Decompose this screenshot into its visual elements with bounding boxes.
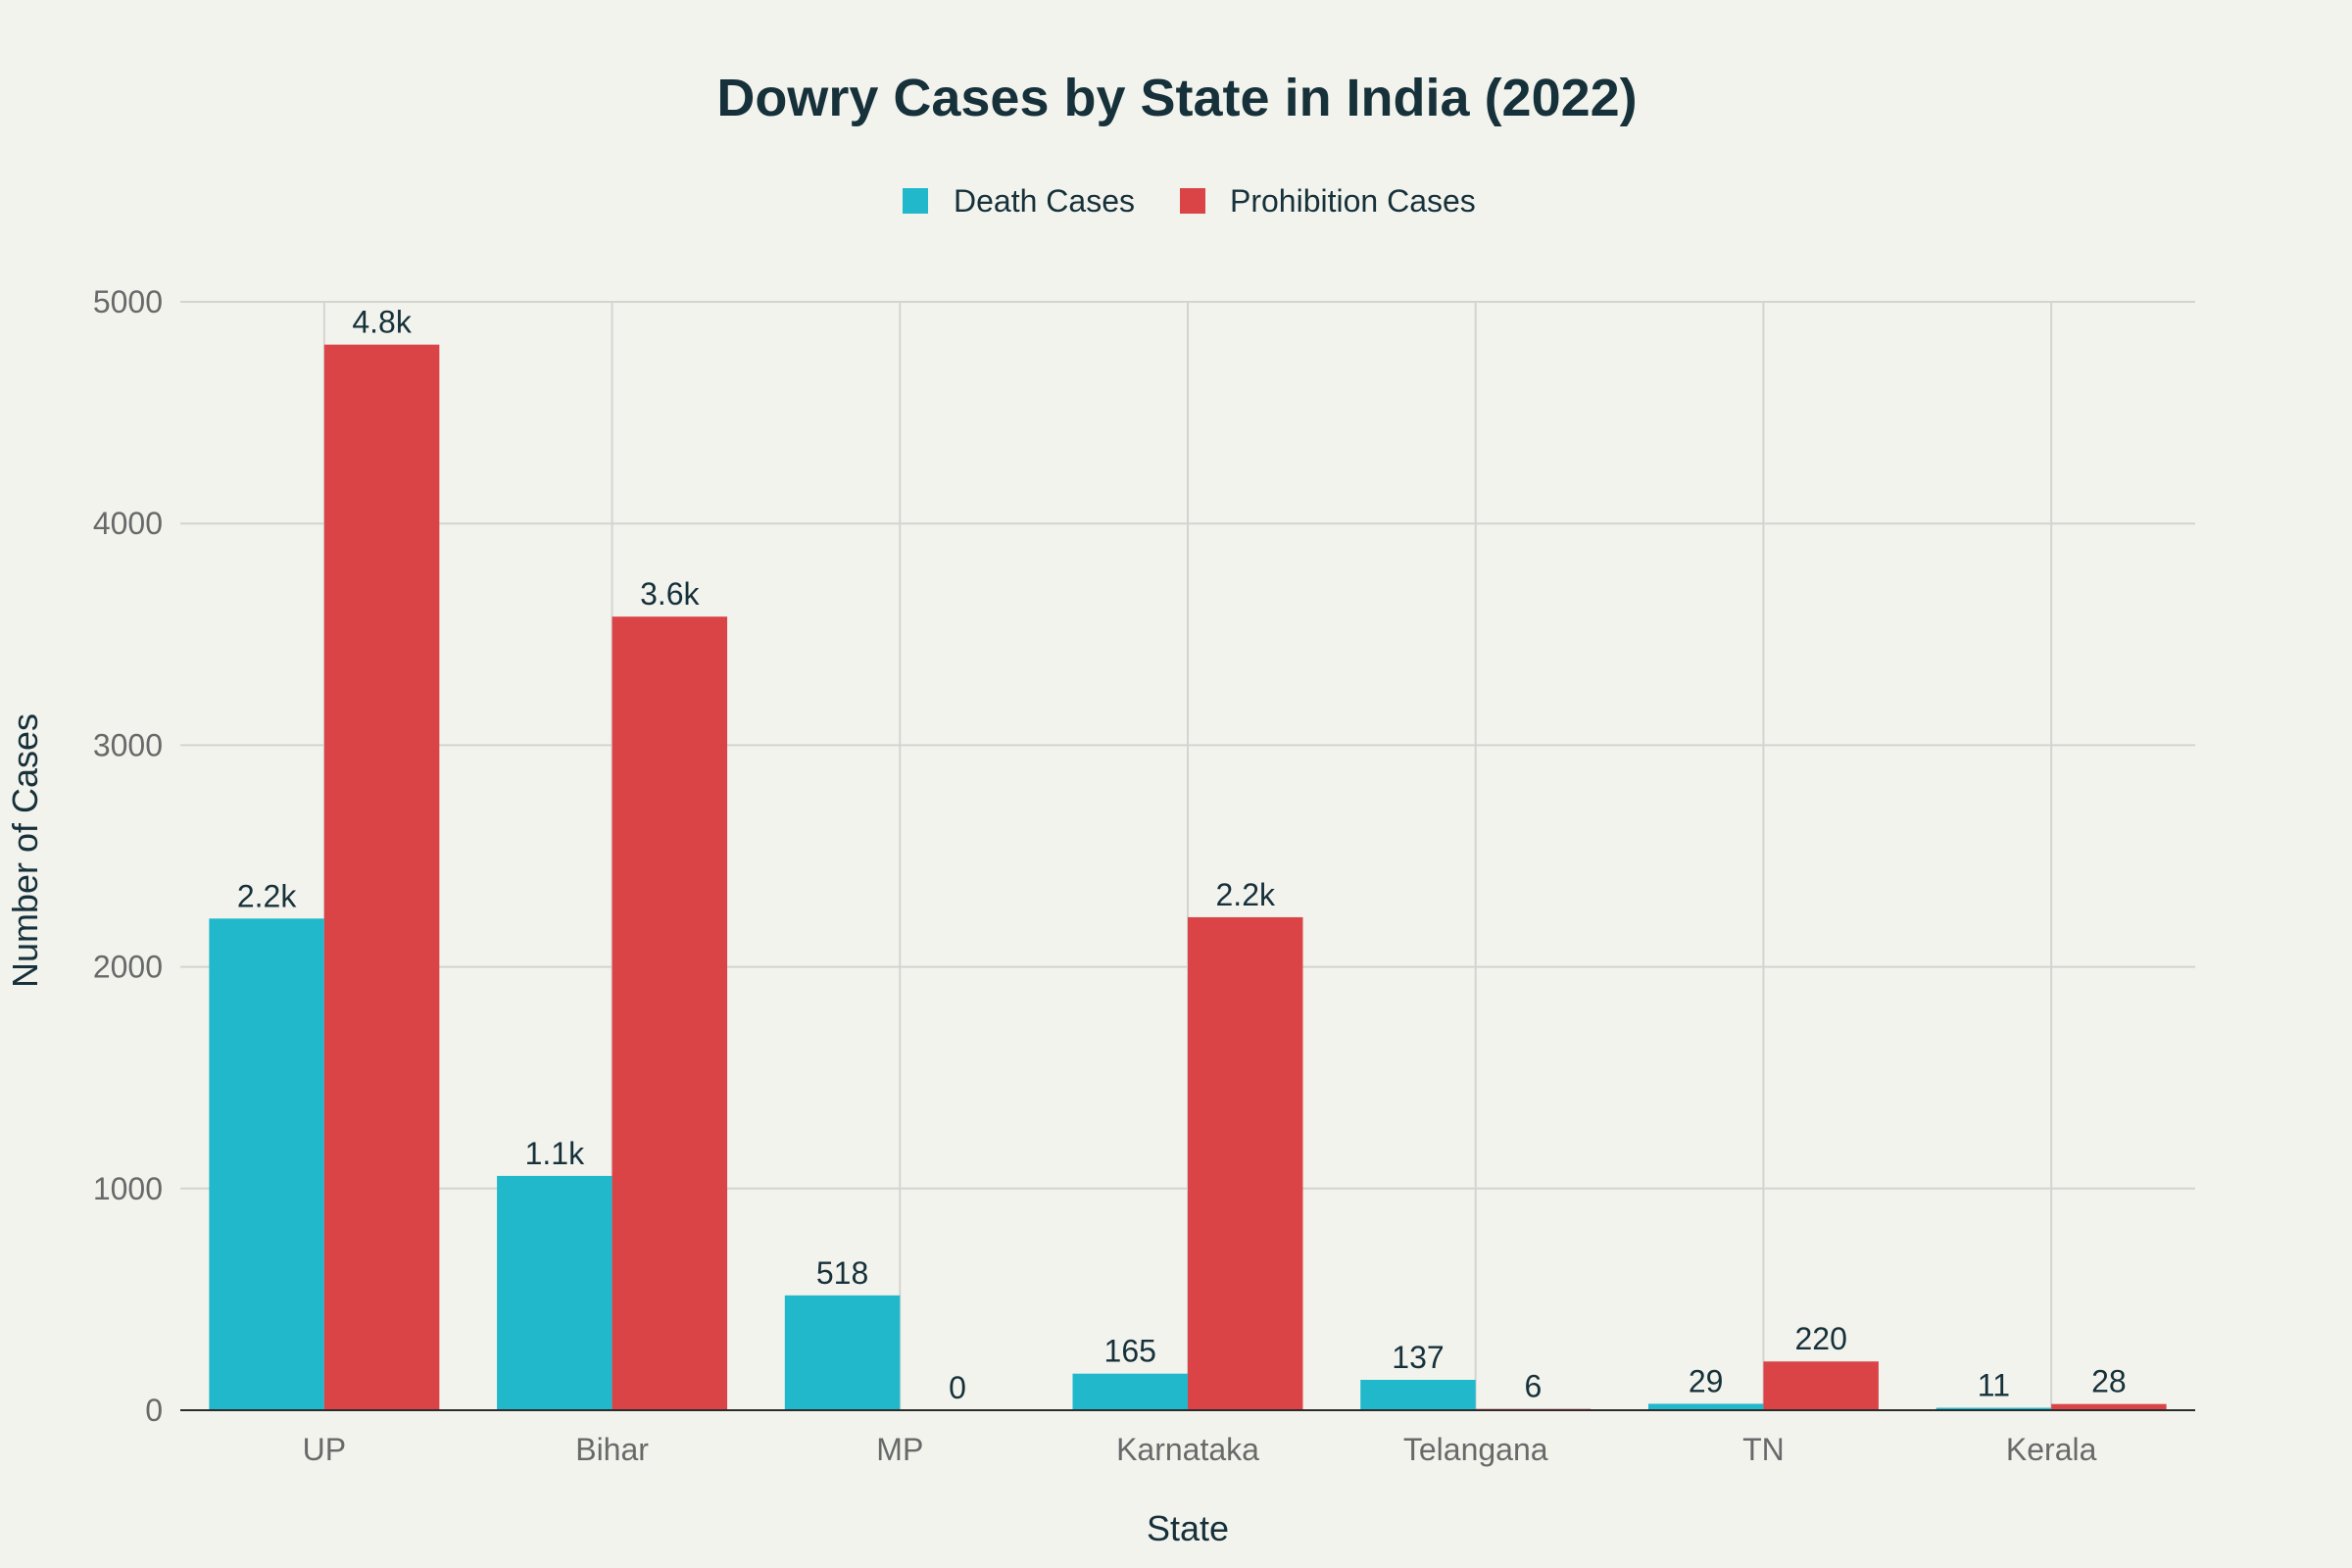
legend-item-prohibition-cases[interactable]: Prohibition Cases [1180,183,1476,219]
legend-swatch [903,188,928,214]
x-tick-label: UP [303,1432,346,1467]
y-tick-label: 3000 [93,727,163,762]
x-axis-title: State [1147,1508,1229,1548]
x-tick-label: TN [1742,1432,1785,1467]
death-cases-bar [497,1175,612,1410]
y-tick-label: 1000 [93,1171,163,1206]
death-cases-value-label: 11 [1978,1368,2010,1403]
death-cases-bar [1936,1407,2052,1410]
y-tick-label: 4000 [93,506,163,541]
y-tick-label: 5000 [93,284,163,319]
prohibition-cases-value-label: 28 [2091,1364,2127,1399]
prohibition-cases-bar [323,344,440,1410]
x-tick-label: Bihar [575,1432,649,1467]
legend-swatch [1180,188,1205,214]
y-tick-label: 0 [145,1393,163,1428]
x-tick-label: Telangana [1403,1432,1548,1467]
prohibition-cases-value-label: 6 [1525,1369,1543,1404]
prohibition-cases-bar [2051,1403,2167,1410]
prohibition-cases-bar [612,616,728,1410]
prohibition-cases-value-label: 4.8k [352,305,412,340]
bar-labels-group: 2.2k 1.1k 518 165 137 29 11 4.8k 3.6k 0 2.2k 6 220 28 [237,305,2127,1405]
prohibition-cases-value-label: 2.2k [1216,877,1276,912]
death-cases-value-label: 165 [1104,1334,1156,1369]
death-cases-value-label: 137 [1392,1340,1444,1375]
y-axis-title: Number of Cases [5,713,45,988]
death-cases-bar [1647,1403,1764,1410]
death-cases-bar [784,1295,901,1410]
death-cases-bar [1072,1373,1188,1410]
death-cases-bar [1360,1380,1476,1410]
y-tick-label: 2000 [93,950,163,985]
chart-title: Dowry Cases by State in India (2022) [716,69,1637,127]
death-cases-value-label: 518 [816,1255,868,1291]
x-tick-label: MP [876,1432,923,1467]
prohibition-cases-bar [1188,916,1303,1410]
death-cases-bar [209,918,324,1410]
legend: Death Cases Prohibition Cases [903,183,1476,219]
bars-group [209,344,2167,1410]
legend-item-death-cases[interactable]: Death Cases [903,183,1135,219]
legend-label: Prohibition Cases [1230,183,1476,219]
prohibition-cases-value-label: 220 [1794,1321,1846,1356]
death-cases-value-label: 29 [1689,1363,1724,1398]
prohibition-cases-bar [1763,1361,1879,1410]
death-cases-value-label: 2.2k [237,878,297,913]
x-tick-label: Kerala [2006,1432,2097,1467]
prohibition-cases-value-label: 0 [949,1370,966,1405]
prohibition-cases-value-label: 3.6k [640,576,700,612]
axes-group: 0 1000 2000 3000 4000 5000 UP Bihar MP Karnataka T… [93,284,2195,1467]
death-cases-value-label: 1.1k [525,1136,585,1171]
legend-label: Death Cases [954,183,1135,219]
x-tick-label: Karnataka [1116,1432,1259,1467]
